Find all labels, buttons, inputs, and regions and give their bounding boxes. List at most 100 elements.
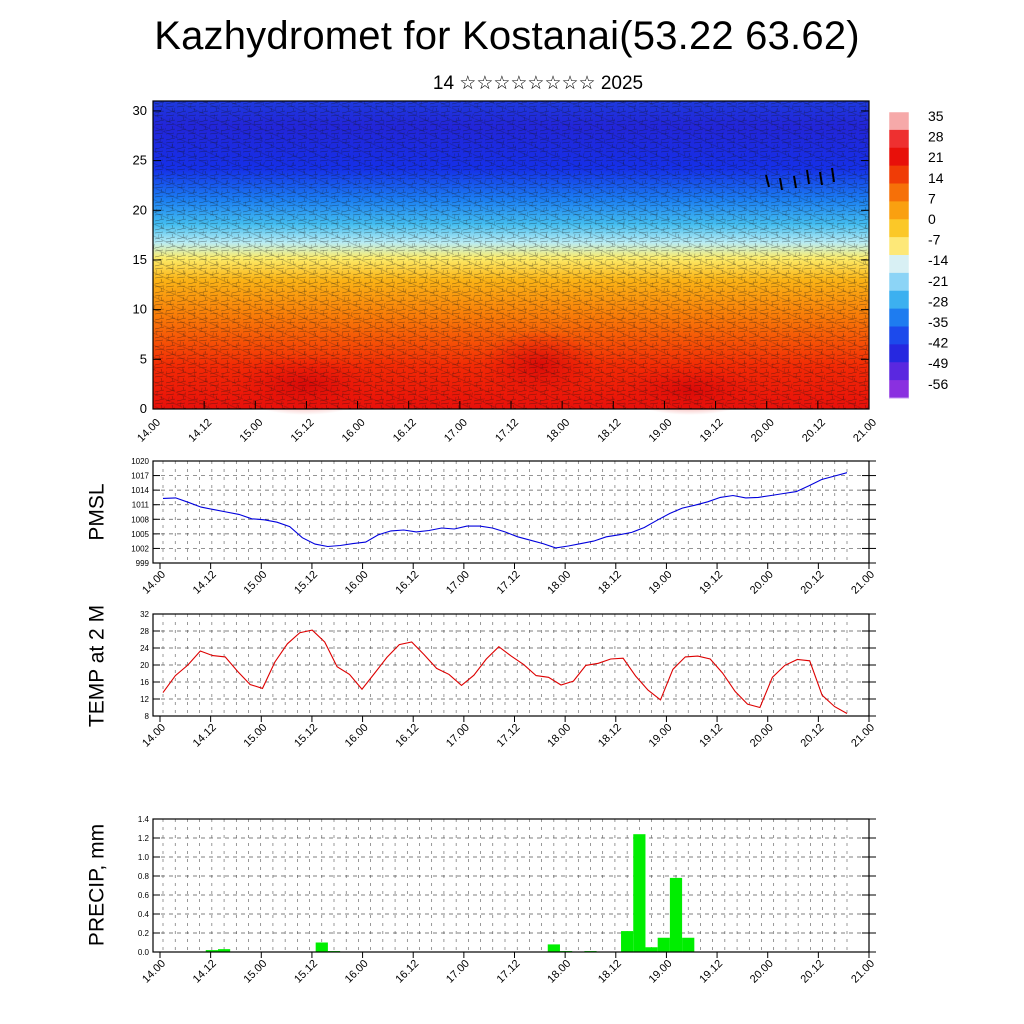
colorbar-swatch [889,147,909,167]
colorbar-swatch [889,183,909,202]
strong-wind-barbs [765,167,835,191]
pmsl-x-tick-label: 17.12 [495,569,523,597]
colorbar-label: -42 [928,335,948,351]
precip-bar [645,947,658,952]
colorbar-swatch [889,362,909,381]
pmsl-ytick-label: 1002 [131,544,149,553]
pmsl-grid [153,460,869,564]
pmsl-x-tick-label: 18.12 [596,569,624,597]
pmsl-x-axis: 14.00 14.12 15.00 15.12 16.00 16.12 17.00 17.12… [140,563,877,597]
cs-xtick-label: 14.12 [186,417,214,445]
precip-axis-label: PRECIP, mm [86,824,109,946]
temp-x-tick-label: 21.00 [849,722,877,750]
precip-x-tick-label: 20.00 [748,958,776,986]
cs-ytick-label: 5 [140,351,147,366]
colorbar-label: -56 [928,376,948,392]
cs-xtick-label: 14.00 [135,417,163,445]
pmsl-x-tick-label: 20.00 [748,569,776,597]
temp-ytick-label: 8 [145,712,150,721]
cs-xtick-label: 18.12 [595,417,623,445]
temp-x-axis: 14.00 14.12 15.00 15.12 16.00 16.12 17.00 17.12… [140,716,877,750]
pmsl-x-tick-label: 14.00 [140,569,168,597]
temp-y-axis: 8 12 16 20 24 28 32 [140,610,876,721]
cs-ytick-label: 15 [133,252,147,267]
temp-x-tick-label: 17.00 [444,722,472,750]
precip-ytick-label: 0.6 [138,891,150,900]
cs-ytick-label: 25 [133,153,147,168]
temp-x-tick-label: 16.00 [343,722,371,750]
pmsl-x-tick-label: 14.12 [191,569,219,597]
temp-ytick-label: 16 [140,678,149,687]
temp-x-tick-label: 14.00 [140,722,168,750]
cs-ytick-label: 30 [133,103,147,118]
cs-xtick-label: 15.00 [237,417,265,445]
cs-xtick-label: 17.00 [442,417,470,445]
pmsl-x-tick-label: 16.12 [393,569,421,597]
precip-x-tick-label: 19.12 [697,958,725,986]
cs-xtick-label: 20.00 [749,417,777,445]
colorbar-swatch [889,219,909,238]
colorbar-label: 7 [928,190,936,206]
wind-barbs-layer [153,101,869,409]
temp-x-tick-label: 18.00 [545,722,573,750]
colorbar-swatch [889,344,909,363]
temp-x-tick-label: 15.12 [292,722,320,750]
precip-x-tick-label: 14.12 [191,958,219,986]
precip-panel: 0.0 0.2 0.4 0.6 0.8 1.0 1.2 1.4 14.00 14.12 15.00… [86,815,878,986]
temp-ytick-label: 28 [140,627,149,636]
cs-xtick-label: 21.00 [851,417,879,445]
precip-ytick-label: 0.2 [138,929,150,938]
cs-ytick-label: 20 [133,202,147,217]
temp-ytick-label: 32 [140,610,149,619]
cs-xtick-label: 15.12 [289,417,317,445]
colorbar: 35 28 21 14 7 0 -7 -14 -21 -28 -35 -42 -49 -56 [888,108,948,399]
temp-x-tick-label: 16.12 [393,722,421,750]
pmsl-x-tick-label: 20.12 [799,569,827,597]
cs-xtick-label: 16.12 [391,417,419,445]
precip-x-tick-label: 20.12 [799,958,827,986]
colorbar-label: 28 [928,129,944,145]
precip-bar [669,877,683,952]
precip-y-axis: 0.0 0.2 0.4 0.6 0.8 1.0 1.2 1.4 [138,815,876,957]
chart-title: Kazhydromet for Kostanai(53.22 63.62) [154,14,860,58]
cross-section-y-axis: 0 5 10 15 20 25 30 [133,103,869,416]
colorbar-label: 0 [928,211,936,227]
pmsl-ytick-label: 1011 [132,501,150,510]
precip-x-tick-label: 21.00 [849,958,877,986]
cross-section-panel: 0 5 10 15 20 25 30 14.00 14.12 15.00 15.12 16.00 16… [133,100,879,445]
temp-axis-label: TEMP at 2 M [86,605,109,727]
precip-bar [217,949,231,952]
temp-x-tick-label: 18.12 [596,722,624,750]
colorbar-frame [888,111,910,399]
precip-bar [621,931,634,952]
colorbar-swatch [889,255,909,274]
colorbar-label: -28 [928,293,948,309]
temp-series-line [162,629,848,714]
pmsl-x-tick-label: 15.12 [292,569,320,597]
colorbar-swatch [889,201,909,220]
precip-x-tick-label: 19.00 [647,958,675,986]
colorbar-swatch [889,326,909,345]
precip-bar [682,937,695,952]
colorbar-label: 35 [928,108,944,124]
temp-grid [153,613,869,717]
pmsl-axis-label: PMSL [86,483,109,540]
precip-ytick-label: 1.4 [138,815,150,824]
pmsl-ytick-label: 1008 [131,515,149,524]
temp-x-tick-label: 15.00 [241,722,269,750]
pmsl-x-tick-label: 18.00 [545,569,573,597]
precip-x-tick-label: 17.00 [444,958,472,986]
temp-x-tick-label: 17.12 [495,722,523,750]
colorbar-swatch [889,237,909,256]
precip-x-tick-label: 16.12 [393,958,421,986]
temp-ytick-label: 24 [140,644,149,653]
cs-xtick-label: 20.12 [800,417,828,445]
colorbar-swatch [889,165,909,184]
colorbar-label: -7 [928,232,941,248]
cs-ytick-label: 10 [133,302,147,317]
pmsl-series-line [162,472,848,549]
temp-x-tick-label: 19.12 [697,722,725,750]
precip-x-tick-label: 18.00 [545,958,573,986]
precip-x-tick-label: 17.12 [495,958,523,986]
